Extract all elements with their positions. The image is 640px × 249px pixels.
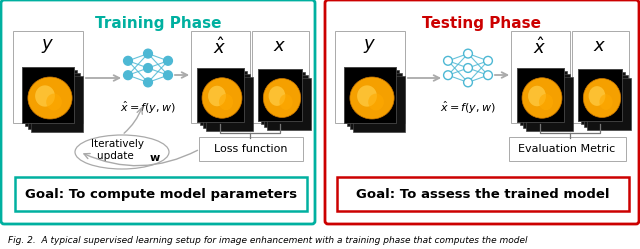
Ellipse shape — [350, 77, 394, 119]
FancyBboxPatch shape — [15, 177, 307, 211]
Ellipse shape — [263, 78, 301, 118]
FancyBboxPatch shape — [202, 74, 250, 128]
FancyBboxPatch shape — [344, 67, 396, 123]
Ellipse shape — [46, 94, 62, 110]
FancyBboxPatch shape — [350, 73, 402, 129]
FancyBboxPatch shape — [520, 71, 566, 125]
FancyBboxPatch shape — [509, 137, 626, 161]
Text: Evaluation Metric: Evaluation Metric — [518, 144, 616, 154]
FancyBboxPatch shape — [258, 69, 302, 121]
Circle shape — [143, 63, 152, 72]
Ellipse shape — [589, 86, 605, 106]
Text: $\hat{x} = f(\mathit{y}, \mathit{w})$: $\hat{x} = f(\mathit{y}, \mathit{w})$ — [440, 100, 496, 116]
Circle shape — [164, 57, 172, 65]
FancyBboxPatch shape — [31, 76, 83, 132]
FancyBboxPatch shape — [25, 70, 77, 126]
Circle shape — [143, 49, 152, 58]
FancyBboxPatch shape — [344, 67, 396, 123]
Text: $\mathbf{w}$: $\mathbf{w}$ — [149, 153, 161, 163]
Ellipse shape — [522, 78, 562, 118]
Ellipse shape — [202, 78, 242, 118]
Ellipse shape — [539, 94, 553, 110]
FancyBboxPatch shape — [1, 0, 315, 224]
Ellipse shape — [528, 86, 546, 106]
Ellipse shape — [35, 85, 55, 107]
Circle shape — [124, 57, 132, 65]
FancyBboxPatch shape — [325, 0, 639, 224]
FancyBboxPatch shape — [267, 78, 311, 130]
FancyBboxPatch shape — [200, 71, 246, 125]
FancyBboxPatch shape — [261, 72, 305, 124]
Ellipse shape — [75, 135, 169, 169]
Text: $\mathit{y}$: $\mathit{y}$ — [42, 37, 54, 55]
Text: $\hat{x}$: $\hat{x}$ — [533, 37, 547, 58]
FancyBboxPatch shape — [511, 31, 570, 123]
FancyBboxPatch shape — [335, 31, 405, 123]
FancyBboxPatch shape — [516, 68, 563, 122]
Circle shape — [143, 78, 152, 87]
Circle shape — [463, 49, 472, 58]
Ellipse shape — [28, 77, 72, 119]
FancyBboxPatch shape — [347, 70, 399, 126]
FancyBboxPatch shape — [587, 78, 631, 130]
Circle shape — [463, 63, 472, 72]
FancyBboxPatch shape — [264, 75, 308, 127]
FancyBboxPatch shape — [525, 77, 573, 131]
Circle shape — [124, 71, 132, 80]
FancyBboxPatch shape — [584, 75, 628, 127]
FancyBboxPatch shape — [205, 77, 253, 131]
Text: $\mathit{x}$: $\mathit{x}$ — [273, 37, 287, 55]
FancyBboxPatch shape — [22, 67, 74, 123]
Text: $\hat{x}$: $\hat{x}$ — [213, 37, 227, 58]
Ellipse shape — [280, 94, 292, 110]
Text: Training Phase: Training Phase — [95, 16, 221, 31]
Text: $\hat{x} = f(\mathit{y}, \mathit{w})$: $\hat{x} = f(\mathit{y}, \mathit{w})$ — [120, 100, 176, 116]
FancyBboxPatch shape — [22, 67, 74, 123]
FancyBboxPatch shape — [581, 72, 625, 124]
FancyBboxPatch shape — [13, 31, 83, 123]
Circle shape — [463, 78, 472, 87]
FancyBboxPatch shape — [522, 74, 570, 128]
Ellipse shape — [368, 94, 384, 110]
Ellipse shape — [600, 94, 612, 110]
Text: Fig. 2.  A typical supervised learning setup for image enhancement with a traini: Fig. 2. A typical supervised learning se… — [8, 236, 527, 245]
Text: $\mathit{x}$: $\mathit{x}$ — [593, 37, 607, 55]
Circle shape — [484, 71, 492, 80]
FancyBboxPatch shape — [252, 31, 309, 123]
Ellipse shape — [208, 86, 226, 106]
Text: Testing Phase: Testing Phase — [422, 16, 541, 31]
Circle shape — [164, 71, 172, 80]
Text: Loss function: Loss function — [214, 144, 288, 154]
FancyBboxPatch shape — [258, 69, 302, 121]
Circle shape — [444, 71, 452, 80]
FancyBboxPatch shape — [196, 68, 243, 122]
Circle shape — [444, 57, 452, 65]
Text: Goal: To assess the trained model: Goal: To assess the trained model — [356, 187, 610, 200]
FancyBboxPatch shape — [578, 69, 622, 121]
Text: Goal: To compute model parameters: Goal: To compute model parameters — [25, 187, 297, 200]
Ellipse shape — [269, 86, 285, 106]
FancyBboxPatch shape — [516, 68, 563, 122]
Ellipse shape — [583, 78, 621, 118]
Text: Iteratively
update: Iteratively update — [90, 139, 143, 161]
FancyBboxPatch shape — [578, 69, 622, 121]
FancyBboxPatch shape — [572, 31, 629, 123]
FancyBboxPatch shape — [191, 31, 250, 123]
Ellipse shape — [357, 85, 377, 107]
Text: $\mathit{y}$: $\mathit{y}$ — [364, 37, 377, 55]
FancyBboxPatch shape — [353, 76, 405, 132]
Circle shape — [484, 57, 492, 65]
Ellipse shape — [219, 94, 233, 110]
FancyBboxPatch shape — [337, 177, 629, 211]
FancyBboxPatch shape — [196, 68, 243, 122]
FancyBboxPatch shape — [199, 137, 303, 161]
FancyBboxPatch shape — [28, 73, 80, 129]
